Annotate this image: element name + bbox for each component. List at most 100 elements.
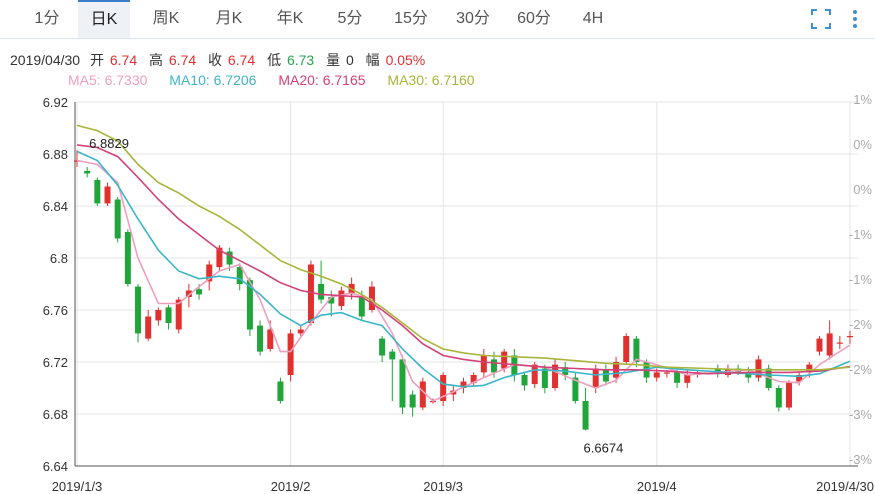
extreme-annotation: 6.8829 [89,136,129,151]
candlestick-chart[interactable]: 6.92 6.88 6.84 6.8 6.76 6.72 6.68 6.64 2019/1/3 2… [0,88,875,494]
x-tick-label: 2019/3 [423,479,463,494]
y-tick-label: 6.8 [50,251,68,266]
ma30-legend: MA30: 6.7160 [387,72,475,88]
candle-body [338,290,345,307]
pct-tick-label: 0% [853,137,872,152]
candle-body [389,351,396,360]
y-tick-label: 6.76 [43,303,68,318]
candle-body [419,381,426,408]
candle-body [480,355,487,373]
candle-body [287,333,294,375]
pct-tick-label: -1% [849,272,873,287]
candle-body [521,375,528,386]
candle-body [104,186,111,204]
y-tick-label: 6.92 [43,95,68,110]
pct-tick-label: -3% [849,452,873,467]
candle-body [531,364,538,385]
high-value: 6.74 [168,52,197,68]
period-tabs: 1分 日K 周K 月K 年K 5分 15分 30分 60分 4H [0,0,875,39]
tab-5[interactable]: 年K [276,10,304,27]
tab-7[interactable]: 15分 [394,10,428,27]
tab-1[interactable]: 1分 [34,10,60,27]
toolbar-icons [809,6,869,32]
candle-body [175,299,182,330]
tab-4[interactable]: 月K [215,10,243,27]
candle-body [358,297,365,317]
candle-body [165,307,172,323]
candle-body [714,368,721,373]
candle-body [84,170,91,174]
candle-body [297,329,304,334]
tab-8[interactable]: 30分 [456,10,490,27]
candle-body [155,310,162,321]
candle-body [246,280,253,330]
candle-body [582,401,589,430]
pct-tick-label: 1% [853,92,872,107]
candle-body [826,333,833,356]
tab-6[interactable]: 5分 [337,10,363,27]
open-label: 开 [89,52,104,68]
change-label: 幅 [365,52,380,68]
candle-body [572,377,579,401]
candle-body [847,336,853,338]
low-value: 6.73 [286,52,315,68]
candle-body [623,336,630,362]
y-tick-label: 6.84 [43,199,68,214]
pct-tick-label: -2% [849,317,873,332]
candle-body [307,264,314,323]
candle-body [816,338,823,352]
candle-body [491,359,498,373]
tab-9[interactable]: 60分 [517,10,551,27]
volume-label: 量 [326,52,341,68]
ma-legend: MA5: 6.7330 MA10: 6.7206 MA20: 6.7165 MA… [68,72,493,88]
pct-tick-label: -3% [849,407,873,422]
ohlc-info-bar: 2019/04/30 开 6.74 高 6.74 收 6.74 低 6.73 量… [10,50,433,70]
candle-body [379,338,386,356]
candle-body [267,329,274,349]
ma-line-ma5 [76,159,851,402]
expand-icon[interactable] [809,6,833,32]
candle-body [124,232,131,284]
ma-line-ma30 [76,124,851,371]
candle-body [226,251,233,265]
candle-body [806,364,813,373]
y-tick-label: 6.64 [43,459,68,474]
candle-body [409,394,416,408]
close-label: 收 [208,52,223,68]
candle-body [399,359,406,408]
volume-value: 0 [345,52,354,68]
change-value: 0.05% [385,52,426,68]
candle-body [674,372,681,383]
candle-body [328,297,335,304]
pct-tick-label: -1% [849,227,873,242]
candle-body [796,375,803,382]
open-value: 6.74 [109,52,138,68]
y-tick-label: 6.68 [43,407,68,422]
x-tick-label: 2019/1/3 [52,479,103,494]
candle-body [663,372,670,374]
more-vertical-icon[interactable] [843,6,867,32]
candle-body [135,286,142,334]
candle-body [602,369,609,382]
candle-body [775,388,782,408]
ma5-legend: MA5: 6.7330 [68,72,148,88]
candle-body [318,284,325,300]
ma10-legend: MA10: 6.7206 [169,72,257,88]
candle-body [196,289,203,295]
candle-body [541,368,548,388]
candle-body [785,382,792,408]
ma-line-ma20 [76,144,851,375]
candle-body [592,368,599,388]
tab-2[interactable]: 日K [78,0,130,38]
candle-body [755,359,762,378]
candle-body [368,286,375,310]
candle-body [216,247,223,268]
candle-body [185,290,192,297]
tab-3[interactable]: 周K [152,10,180,27]
tab-10[interactable]: 4H [582,10,604,27]
candle-body [470,375,477,383]
candle-body [277,381,284,401]
candle-body [114,199,121,239]
candle-body [684,375,691,383]
candle-body [836,342,843,344]
